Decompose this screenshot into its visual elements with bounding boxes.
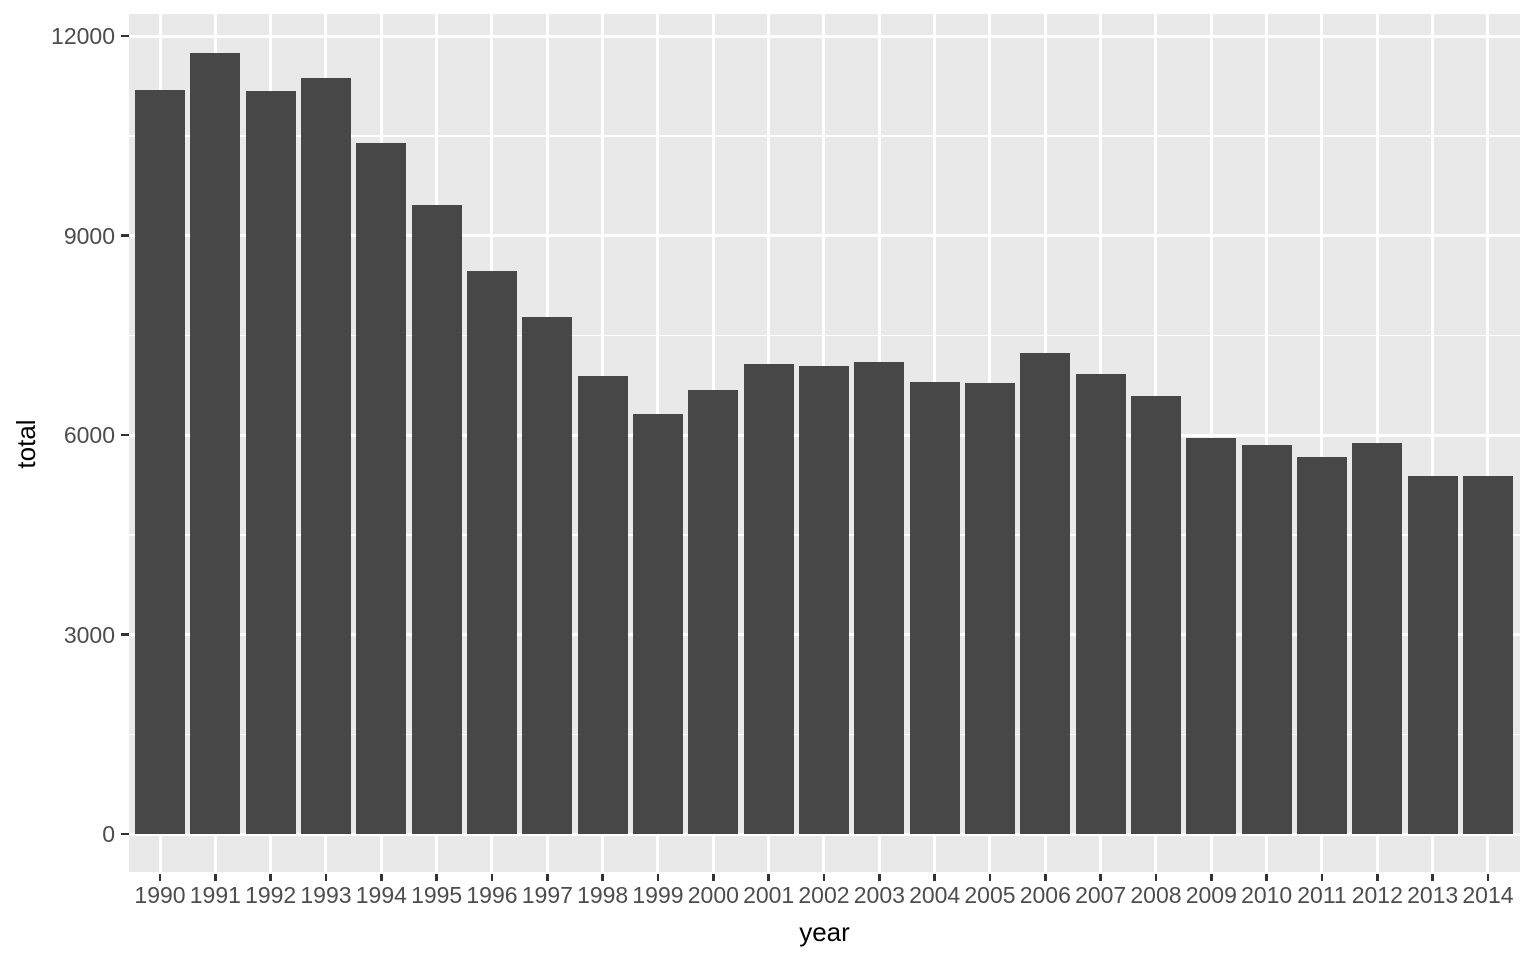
x-tick-mark [988, 874, 992, 881]
bar [577, 375, 628, 834]
x-tick-label: 1992 [245, 882, 297, 908]
y-tick-mark [121, 832, 129, 836]
bar [909, 381, 960, 834]
x-tick-label: 2006 [1019, 882, 1071, 908]
x-tick-label: 2005 [964, 882, 1016, 908]
x-tick-mark [435, 874, 438, 881]
x-tick-mark [324, 874, 328, 881]
bar [1075, 373, 1126, 834]
x-tick-mark [712, 874, 715, 881]
x-tick-mark [546, 874, 549, 881]
gridline-vertical [1486, 14, 1490, 872]
bar [1186, 437, 1237, 834]
x-axis-title: year [799, 917, 850, 947]
bar [245, 91, 296, 834]
x-tick-label: 2003 [853, 882, 905, 908]
bar [1020, 353, 1071, 834]
y-tick-label: 0 [102, 821, 115, 847]
x-tick-label: 2014 [1462, 882, 1514, 908]
x-tick-label: 2012 [1351, 882, 1403, 908]
bar [1352, 442, 1403, 834]
x-tick-mark [1154, 874, 1158, 881]
x-tick-mark [1376, 874, 1379, 881]
x-tick-label: 1997 [521, 882, 573, 908]
x-tick-label: 1990 [134, 882, 186, 908]
bar [1407, 476, 1458, 834]
bar [411, 204, 462, 834]
y-tick-mark [121, 34, 129, 38]
bar [1130, 395, 1181, 834]
bar [1241, 444, 1292, 834]
x-tick-mark [269, 874, 272, 881]
x-tick-mark [1210, 874, 1213, 881]
x-tick-label: 1994 [355, 882, 407, 908]
x-tick-label: 2004 [909, 882, 961, 908]
x-tick-label: 2001 [743, 882, 795, 908]
y-tick-label: 6000 [63, 422, 115, 448]
gridline-vertical [1431, 14, 1435, 872]
x-tick-mark [878, 874, 881, 881]
x-tick-mark [1265, 874, 1268, 881]
bar [964, 383, 1015, 834]
x-tick-label: 2007 [1075, 882, 1127, 908]
x-tick-label: 1993 [300, 882, 352, 908]
plot-panel [129, 14, 1520, 872]
y-tick-mark [121, 433, 129, 437]
x-tick-mark [601, 874, 604, 881]
x-tick-label: 1998 [577, 882, 629, 908]
x-tick-label: 1995 [411, 882, 463, 908]
y-tick-label: 3000 [63, 621, 115, 648]
bar [300, 77, 351, 834]
x-tick-mark [158, 874, 162, 881]
x-tick-label: 2010 [1241, 882, 1293, 908]
bar [1296, 456, 1347, 834]
bar [798, 365, 849, 834]
x-tick-label: 2000 [687, 882, 739, 908]
x-tick-label: 2013 [1407, 882, 1459, 908]
x-tick-mark [656, 874, 660, 881]
x-tick-mark [1320, 874, 1324, 881]
x-tick-label: 2008 [1130, 882, 1182, 908]
x-tick-mark [822, 874, 826, 881]
bar [632, 413, 683, 834]
y-tick-mark [121, 234, 129, 237]
bar [135, 89, 185, 834]
bar [466, 270, 517, 834]
x-tick-mark [380, 874, 383, 881]
y-tick-label: 9000 [63, 222, 115, 249]
x-tick-mark [1486, 874, 1490, 881]
bar [688, 389, 739, 834]
x-tick-mark [1044, 874, 1047, 881]
x-tick-mark [933, 874, 936, 881]
x-tick-mark [490, 874, 494, 881]
bar [356, 143, 407, 834]
x-tick-mark [214, 874, 217, 881]
bar [522, 316, 573, 834]
y-tick-label: 12000 [51, 23, 115, 49]
x-tick-label: 1996 [466, 882, 518, 908]
bar [190, 52, 241, 834]
x-tick-label: 1999 [632, 882, 684, 908]
bar [1462, 476, 1513, 834]
x-tick-label: 2011 [1297, 882, 1347, 908]
bar [854, 361, 905, 834]
y-tick-mark [121, 633, 129, 636]
x-tick-mark [767, 874, 770, 881]
gridline-vertical [1320, 14, 1324, 872]
gridline-vertical [1265, 14, 1269, 872]
x-tick-label: 1991 [189, 882, 241, 908]
bar [743, 363, 794, 834]
x-tick-mark [1431, 874, 1434, 881]
y-axis-title: total [11, 419, 41, 469]
x-tick-mark [1099, 874, 1102, 881]
x-tick-label: 2002 [798, 882, 850, 908]
x-tick-label: 2009 [1185, 882, 1237, 908]
